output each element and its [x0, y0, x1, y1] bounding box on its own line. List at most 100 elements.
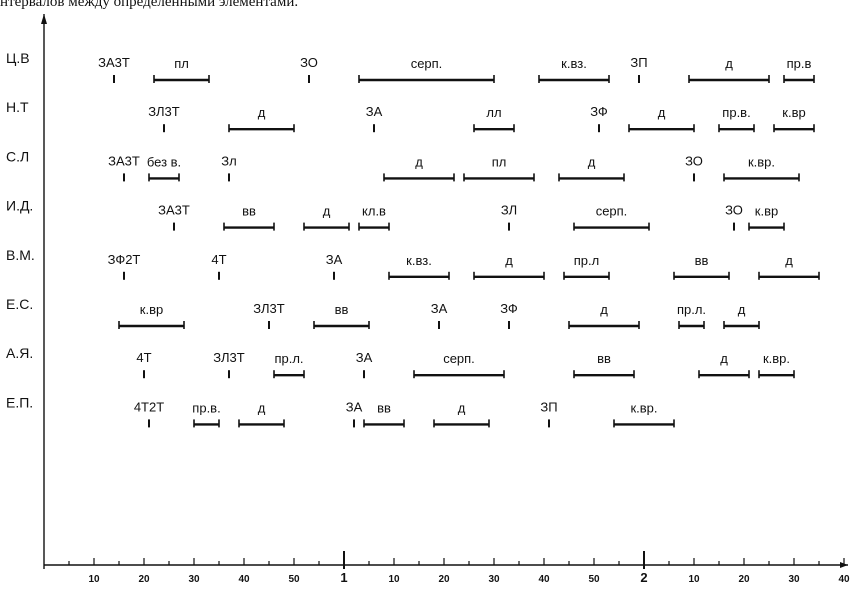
interval-label: д [258, 105, 266, 120]
point-label: Зл [221, 153, 236, 168]
axes: 10 20 30 40 50 1 10 20 30 40 50 2 10 20 30 40 [41, 14, 850, 585]
interval-label: лл [486, 105, 501, 120]
x-tick-label: 20 [738, 574, 750, 585]
y-axis-arrow [41, 14, 47, 24]
interval-label: пр.л. [677, 302, 706, 317]
point-label: ЗП [540, 399, 557, 414]
x-tick-label: 50 [588, 574, 600, 585]
rows: Ц.В ЗА3Т пл ЗО серп. к.вз. ЗП д пр.в Н.Т ЗЛ3Т д ЗА лл… [6, 50, 820, 428]
point-label: ЗА [366, 104, 383, 119]
point-label: ЗО [725, 203, 743, 218]
x-tick-label: 30 [488, 574, 500, 585]
interval-label: к.вр. [630, 400, 657, 415]
row-label: И.Д. [6, 198, 33, 214]
row-label: А.Я. [6, 345, 33, 361]
interval-label: к.вр [782, 105, 805, 120]
row-label: Н.Т [6, 99, 29, 115]
timeline-row: Е.С. к.вр ЗЛ3Т вв ЗА ЗФ д пр.л. д [6, 296, 760, 329]
interval-label: пр.л [574, 253, 599, 268]
interval-label: серп. [411, 56, 443, 71]
interval-label: пр.в [787, 56, 812, 71]
x-tick-label: 30 [188, 574, 200, 585]
point-label: ЗЛ3Т [213, 350, 244, 365]
x-tick-label: 1 [340, 570, 347, 585]
interval-label: пл [174, 56, 189, 71]
point-label: 4Т [211, 252, 226, 267]
interval-label: вв [377, 400, 391, 415]
point-label: ЗО [300, 55, 318, 70]
point-label: ЗА3Т [98, 55, 130, 70]
interval-label: серп. [596, 204, 628, 219]
interval-label: пр.в. [722, 105, 750, 120]
point-label: ЗА [356, 350, 373, 365]
row-label: Ц.В [6, 50, 30, 66]
timeline-row: Е.П. 4Т2Т пр.в. д ЗА вв д ЗП к.вр. [6, 394, 675, 428]
interval-label: д [505, 253, 513, 268]
point-label: ЗО [685, 153, 703, 168]
point-label: ЗА [326, 252, 343, 267]
interval-label: к.вз. [561, 56, 587, 71]
interval-label: к.вр [140, 302, 163, 317]
interval-label: пл [492, 154, 507, 169]
point-label: ЗА3Т [108, 153, 140, 168]
timeline-row: В.М. ЗФ2Т 4Т ЗА к.вз. д пр.л вв д [6, 247, 820, 280]
interval-label: д [725, 56, 733, 71]
interval-label: д [785, 253, 793, 268]
interval-label: без в. [147, 154, 181, 169]
point-label: ЗП [630, 55, 647, 70]
x-tick-label: 20 [138, 574, 150, 585]
x-tick-label: 40 [538, 574, 550, 585]
interval-label: д [720, 351, 728, 366]
point-label: ЗФ2Т [108, 252, 141, 267]
point-label: 4Т2Т [134, 399, 164, 414]
interval-label: вв [597, 351, 611, 366]
x-tick-label: 30 [788, 574, 800, 585]
point-label: ЗА3Т [158, 203, 190, 218]
point-label: ЗФ [500, 301, 518, 316]
row-label: В.М. [6, 247, 35, 263]
x-tick-label: 50 [288, 574, 300, 585]
interval-label: д [588, 154, 596, 169]
x-tick-label: 10 [388, 574, 400, 585]
timeline-row: Ц.В ЗА3Т пл ЗО серп. к.вз. ЗП д пр.в [6, 50, 815, 83]
interval-label: д [458, 400, 466, 415]
interval-label: д [415, 154, 423, 169]
caption: нтервалов между определенными элементами… [0, 0, 299, 10]
point-label: ЗЛ3Т [253, 301, 284, 316]
point-label: ЗА [431, 301, 448, 316]
interval-label: к.вр. [748, 154, 775, 169]
row-label: С.Л [6, 148, 29, 164]
x-tick-label: 10 [88, 574, 100, 585]
interval-label: д [738, 302, 746, 317]
x-tick-label: 10 [688, 574, 700, 585]
point-label: ЗЛ3Т [148, 104, 179, 119]
row-label: Е.С. [6, 296, 33, 312]
interval-label: пр.л. [274, 351, 303, 366]
interval-label: вв [242, 204, 256, 219]
interval-label: кл.в [362, 204, 386, 219]
point-label: ЗА [346, 399, 363, 414]
timeline-row: Н.Т ЗЛ3Т д ЗА лл ЗФ д пр.в. к.вр [6, 99, 815, 133]
interval-label: вв [335, 302, 349, 317]
point-label: ЗЛ [501, 203, 517, 218]
point-label: ЗФ [590, 104, 608, 119]
point-label: 4Т [136, 350, 151, 365]
interval-label: д [600, 302, 608, 317]
interval-label: д [258, 400, 266, 415]
timeline-row: А.Я. 4Т ЗЛ3Т пр.л. ЗА серп. вв д к.вр. [6, 345, 795, 379]
interval-label: к.вр. [763, 351, 790, 366]
timeline-row: С.Л ЗА3Т без в. Зл д пл д ЗО к.вр. [6, 148, 800, 182]
interval-label: серп. [443, 351, 475, 366]
x-tick-label: 40 [838, 574, 850, 585]
row-label: Е.П. [6, 394, 33, 410]
timeline-row: И.Д. ЗА3Т вв д кл.в ЗЛ серп. ЗО к.вр [6, 198, 785, 231]
interval-label: к.вз. [406, 253, 432, 268]
x-tick-label: 40 [238, 574, 250, 585]
interval-label: пр.в. [192, 400, 220, 415]
x-tick-label: 20 [438, 574, 450, 585]
x-tick-label: 2 [640, 570, 647, 585]
interval-label: к.вр [755, 204, 778, 219]
interval-label: д [323, 204, 331, 219]
interval-label: д [658, 105, 666, 120]
